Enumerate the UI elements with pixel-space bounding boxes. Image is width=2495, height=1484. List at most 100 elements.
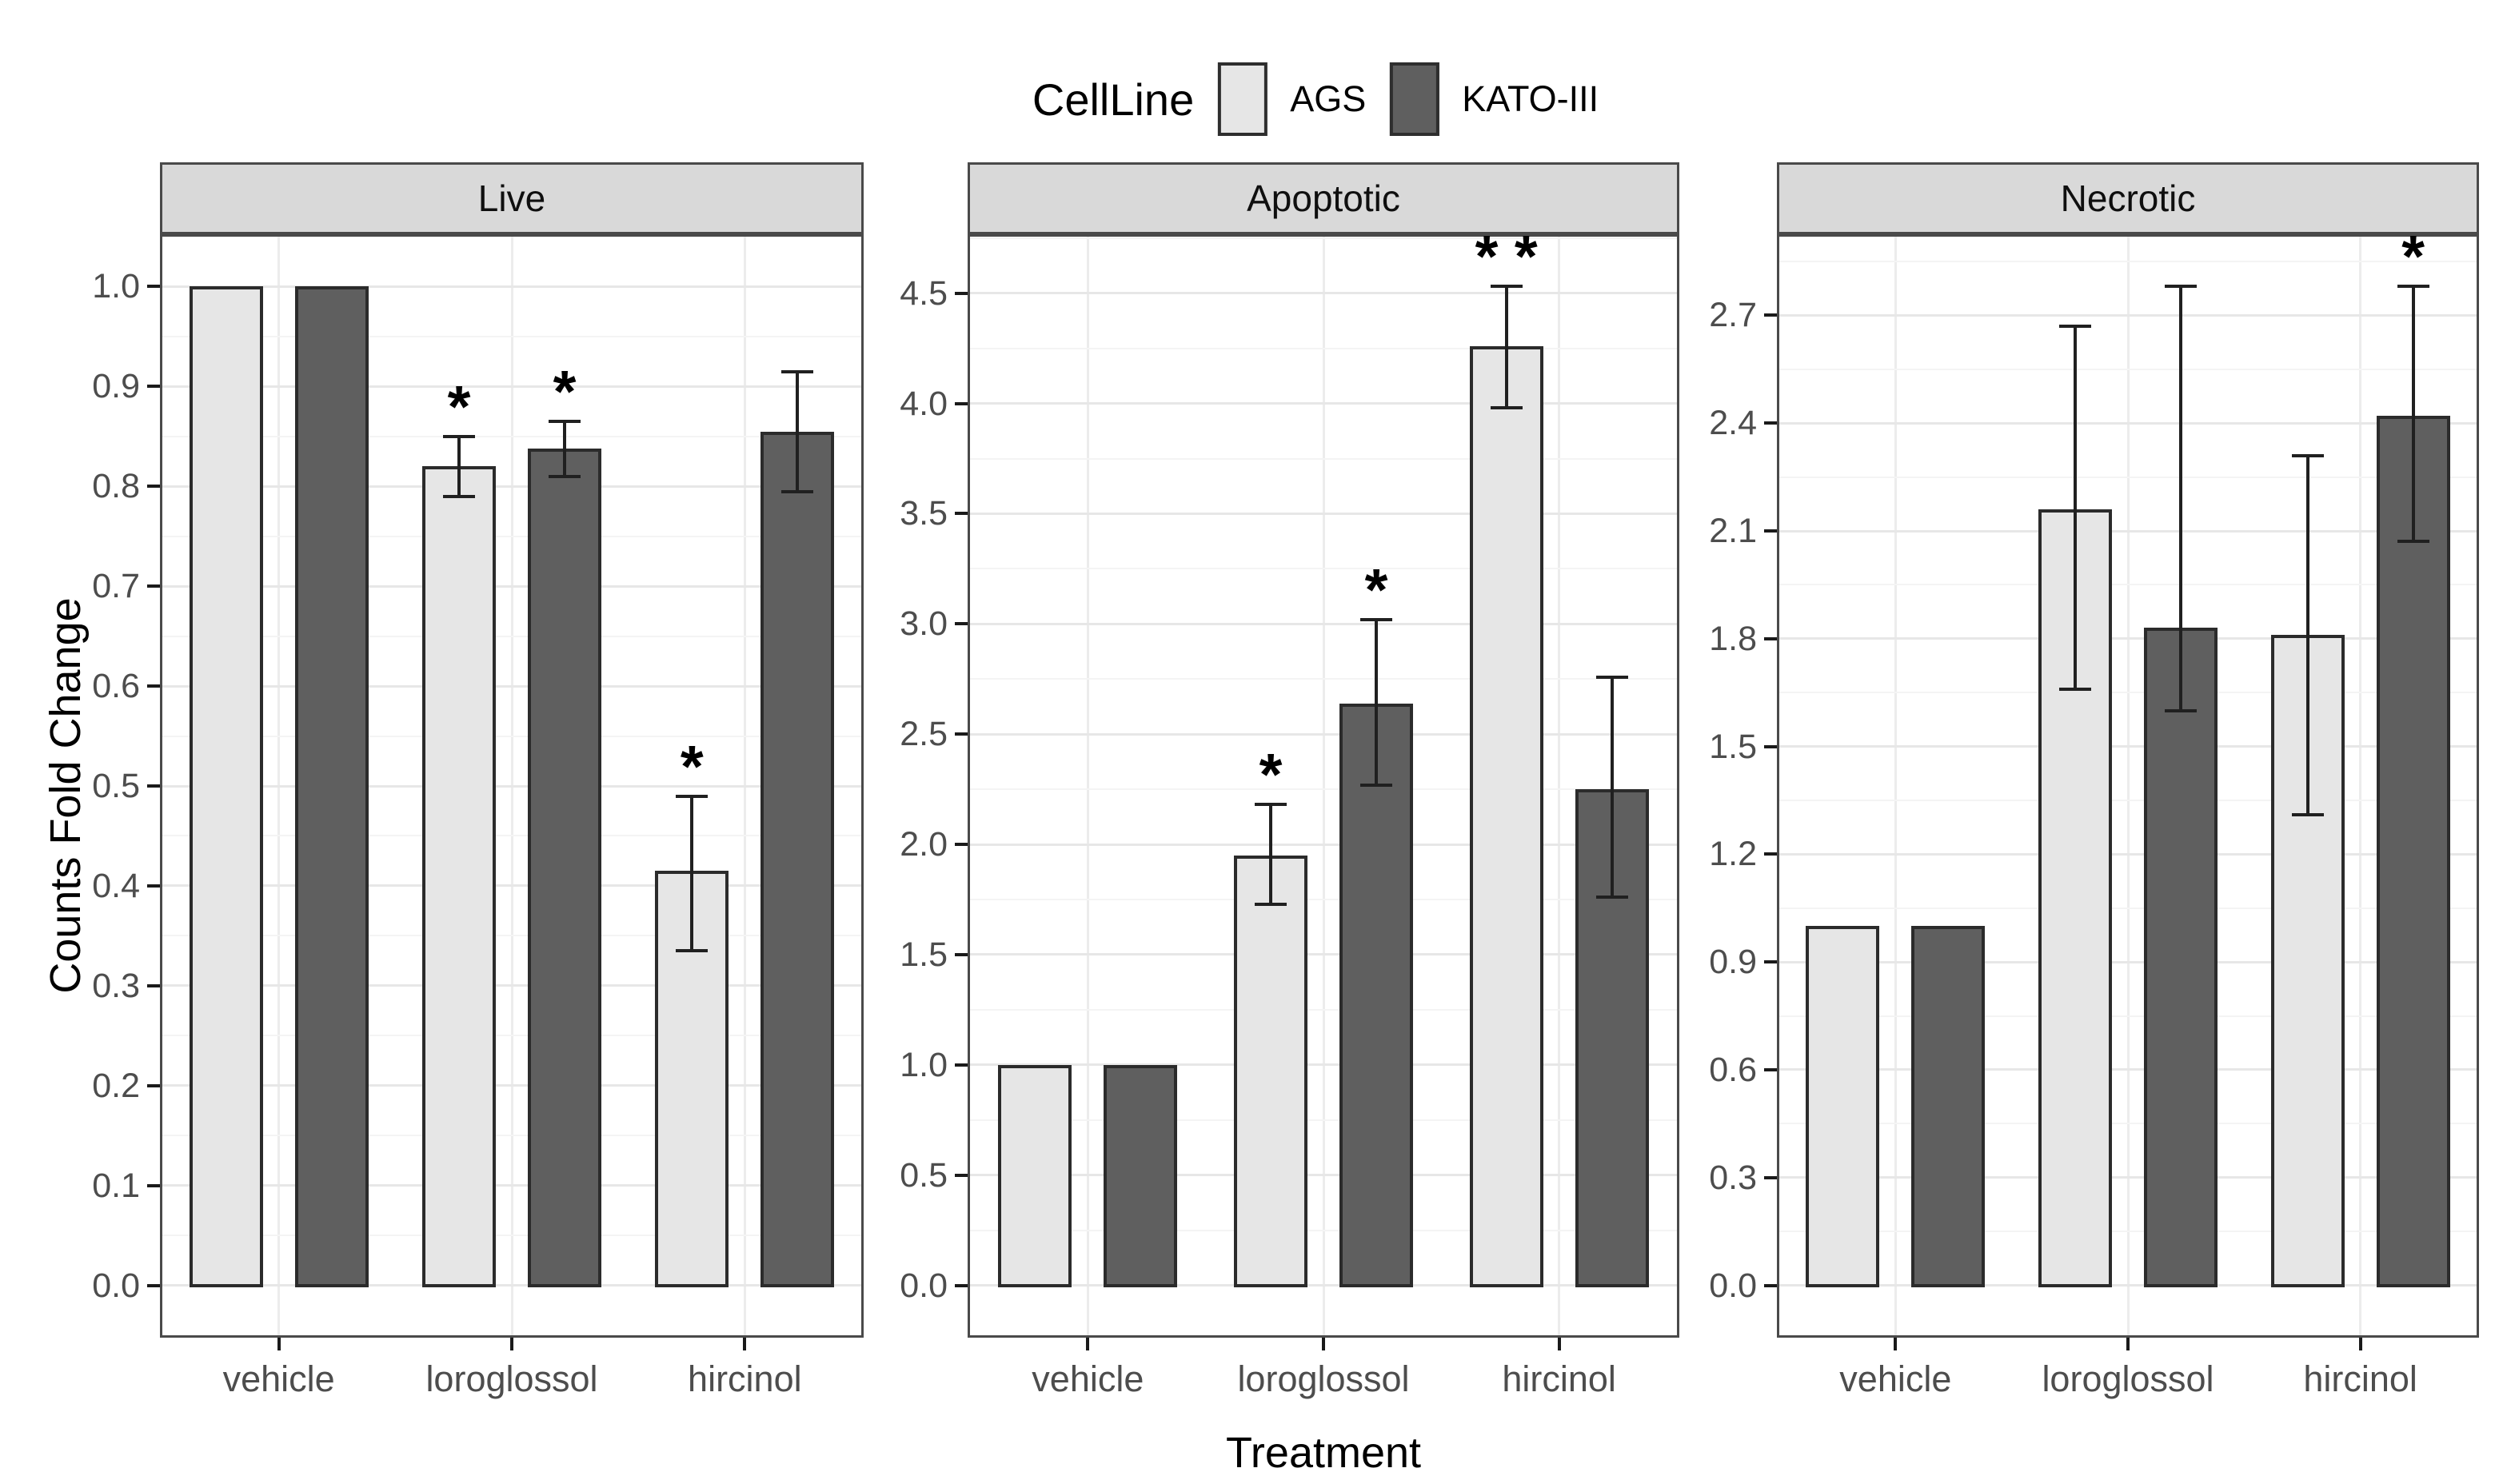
significance-marker: * * [1475,223,1538,290]
y-tick-mark [955,401,968,405]
error-bar [1610,676,1614,898]
minor-gridline [162,935,861,937]
x-tick-mark [277,1338,281,1350]
minor-gridline [1779,261,2477,263]
y-tick-label: 0.0 [1709,1266,1757,1305]
facet-panel-live: Live * * * 0.0 0.1 0.2 0.3 0.4 0.5 0.6 0.7 0.8 0.9 1.0… [92,162,864,1399]
y-tick-label: 4.5 [900,273,948,313]
y-tick-label: 0.0 [92,1266,140,1305]
y-tick-label: 1.5 [1709,727,1757,766]
significance-marker: * [680,732,704,800]
x-tick-mark [743,1338,747,1350]
major-gridline [970,1174,1677,1177]
minor-gridline [1779,584,2477,586]
major-gridline [970,402,1677,405]
y-tick-label: 0.0 [900,1266,948,1305]
minor-gridline [970,457,1677,460]
major-gridline [970,512,1677,515]
y-tick-mark [955,512,968,516]
error-bar-cap-bottom [2397,540,2429,544]
vertical-gridline [1894,237,1897,1335]
minor-gridline [970,237,1677,239]
plot-area: * 0.0 0.3 0.6 0.9 1.2 1.5 1.8 2.1 2.4 2.7 [1709,223,2479,1338]
minor-gridline [1779,368,2477,370]
error-bar [1269,804,1272,904]
minor-gridline [1779,799,2477,801]
vertical-gridline [1558,237,1561,1335]
x-tick-label-hircinol: hircinol [2303,1358,2417,1399]
bar-ags-hircinol [1469,345,1543,1287]
bar-ags-loroglossol [422,466,496,1287]
plot-area: * * * * 0.0 0.5 1.0 1.5 2.0 2.5 3.0 3.5 4.0 4.5 [900,223,1679,1338]
minor-gridline [970,1229,1677,1231]
major-gridline [162,684,861,688]
major-gridline [162,385,861,388]
y-tick-mark [1764,636,1777,640]
y-tick-mark [955,843,968,847]
y-tick-mark [147,584,160,588]
y-tick-mark [1764,1175,1777,1179]
vertical-gridline [1322,237,1325,1335]
x-tick-label-vehicle: vehicle [1032,1358,1144,1399]
y-tick-label: 1.5 [900,935,948,974]
error-bar-cap-bottom [2059,687,2091,691]
y-tick-mark [147,1283,160,1287]
minor-gridline [970,678,1677,680]
bar-kato-iii-loroglossol [1339,703,1413,1287]
y-tick-mark [147,1083,160,1087]
error-bar [2074,325,2077,689]
legend-label: AGS [1290,78,1367,119]
error-bar-cap-top [676,794,709,798]
error-bar [563,421,566,477]
major-gridline [1779,852,2477,856]
error-bar [1504,286,1508,409]
error-bar-cap-bottom [2291,812,2324,816]
minor-gridline [162,1135,861,1137]
x-tick-mark [1894,1338,1898,1350]
y-tick-label: 3.5 [900,494,948,533]
y-tick-label: 0.9 [1709,943,1757,982]
major-gridline [970,732,1677,736]
y-tick-label: 3.0 [900,604,948,644]
major-gridline [162,984,861,987]
error-bar-cap-bottom [1595,896,1628,900]
significance-marker: * [2401,223,2425,290]
y-tick-mark [955,1173,968,1177]
y-tick-mark [955,952,968,956]
error-bar-cap-bottom [676,949,709,953]
ags-swatch-icon [1218,62,1268,136]
x-tick-label-loroglossol: loroglossol [1237,1358,1410,1399]
major-gridline [1779,745,2477,748]
x-tick-mark [1322,1338,1325,1350]
error-bar-cap-bottom [2165,708,2197,712]
error-bar-cap-bottom [1255,902,1287,906]
y-tick-label: 1.8 [1709,619,1757,658]
y-tick-label: 2.4 [1709,404,1757,443]
major-gridline [1779,313,2477,317]
x-tick-mark [510,1338,513,1350]
y-tick-mark [955,622,968,626]
vertical-gridline [1086,237,1089,1335]
error-bar-cap-top [549,420,581,424]
major-gridline [1779,1176,2477,1179]
y-tick-mark [955,291,968,295]
plot-area: * * * 0.0 0.1 0.2 0.3 0.4 0.5 0.6 0.7 0.8 0.9 1.0 [92,234,864,1338]
x-tick-label-loroglossol: loroglossol [425,1358,598,1399]
major-gridline [970,622,1677,625]
minor-gridline [162,735,861,737]
error-bar-cap-top [443,434,475,438]
bar-kato-iii-hircinol [2376,416,2450,1287]
y-tick-mark [147,884,160,888]
major-gridline [970,292,1677,295]
minor-gridline [162,435,861,437]
bar-ags-vehicle [189,286,263,1287]
major-gridline [1779,529,2477,533]
x-tick-mark [1557,1338,1561,1350]
facet-strip-label: Apoptotic [1247,178,1400,219]
major-gridline [162,1084,861,1087]
facet-strip: Live [160,162,864,234]
major-gridline [162,1184,861,1187]
x-tick-mark [2126,1338,2130,1350]
significance-marker: * [1364,556,1388,623]
major-gridline [970,1284,1677,1287]
